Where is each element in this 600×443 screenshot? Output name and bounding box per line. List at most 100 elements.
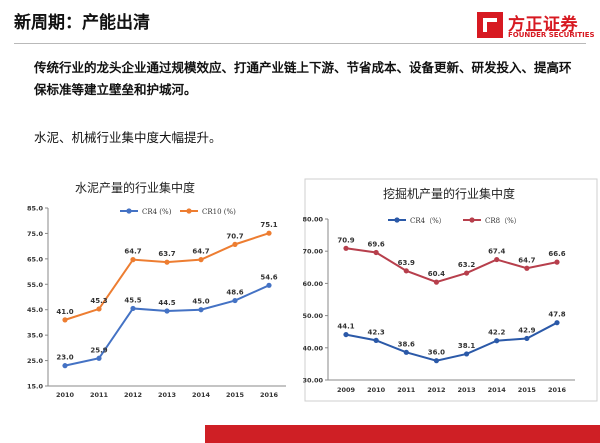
data-label: 44.1 [337,323,354,331]
data-point [130,305,136,312]
data-point [232,297,238,304]
data-point [96,306,102,312]
data-label: 63.9 [398,259,415,267]
data-point [524,335,530,342]
y-tick-label: 85.0 [27,205,44,213]
data-point [433,279,440,285]
data-label: 66.6 [548,250,565,258]
legend-marker [186,208,192,214]
data-label: 25.9 [90,346,107,354]
data-point [373,337,379,343]
data-point [433,358,440,364]
x-tick-label: 2013 [158,391,176,399]
slide-title: 新周期：产能出清 [14,13,150,33]
legend-marker [394,217,400,223]
y-tick-label: 70.00 [303,248,323,256]
excavator-concentration-chart: 挖掘机产量的行业集中度 30.00 40.00 50.00 60.00 70.00 80.0… [303,178,598,402]
data-label: 45.5 [124,296,141,304]
data-label: 63.2 [458,261,475,269]
legend-label: CR4 (%) [142,208,172,216]
y-tick-label: 30.00 [303,377,323,385]
chart-frame [304,178,598,402]
y-tick-label: 80.00 [303,216,323,224]
data-label: 45.3 [90,297,107,305]
y-tick-label: 75.0 [27,230,44,238]
data-label: 63.7 [158,250,175,258]
data-point [554,259,560,265]
data-label: 67.4 [488,248,505,256]
data-point [198,257,204,263]
data-point [164,308,170,314]
summary-paragraph: 传统行业的龙头企业通过规模效应、打通产业链上下游、节省成本、设备更新、研发投入、… [34,60,572,97]
x-tick-label: 2010 [56,391,75,399]
x-tick-label: 2011 [397,386,416,394]
x-tick-label: 2016 [548,386,567,394]
data-label: 47.8 [548,311,565,319]
data-label: 60.4 [428,270,445,278]
data-label: 48.6 [226,289,243,297]
data-point [164,259,170,265]
data-point [198,307,204,313]
data-point [343,245,349,251]
data-label: 75.1 [260,221,277,229]
legend-label: CR8（%） [485,217,521,225]
x-tick-label: 2015 [226,391,245,399]
title-divider [14,43,586,44]
data-label: 42.9 [518,326,535,334]
data-point [62,317,68,323]
data-label: 45.0 [192,298,209,306]
data-point [373,249,379,256]
data-point [232,241,238,247]
x-tick-label: 2012 [427,386,445,394]
series-line [345,247,558,284]
x-tick-label: 2011 [90,391,109,399]
y-tick-label: 60.00 [303,280,323,288]
data-point [130,257,136,263]
y-tick-label: 35.0 [27,332,44,340]
logo-subtitle: FOUNDER SECURITIES [508,31,595,39]
data-point [494,256,500,263]
logo-name: 方正证券 [508,15,578,35]
data-label: 64.7 [124,248,141,256]
data-point [96,355,102,361]
chart-title: 挖掘机产量的行业集中度 [383,186,515,201]
data-point [463,270,470,276]
x-tick-label: 2016 [260,391,279,399]
data-point [494,338,500,344]
logo-mark-icon [477,12,503,38]
concentration-note: 水泥、机械行业集中度大幅提升。 [34,130,222,145]
data-label: 41.0 [56,308,73,316]
y-tick-label: 25.0 [27,357,44,365]
data-label: 38.1 [458,342,475,350]
data-label: 70.9 [337,236,354,244]
series-line [345,321,558,362]
y-tick-label: 45.0 [27,306,44,314]
data-label: 38.6 [398,340,415,348]
legend-label: CR10 (%) [202,208,236,216]
legend-marker [126,208,132,214]
data-label: 36.0 [428,349,445,357]
y-tick-label: 40.00 [303,344,323,352]
data-label: 42.2 [488,329,505,337]
data-label: 42.3 [368,328,385,336]
data-point [403,349,409,355]
data-label: 70.7 [226,232,243,240]
data-label: 69.6 [368,240,385,248]
data-point [62,363,68,369]
x-tick-label: 2015 [518,386,537,394]
legend-label: CR4（%） [410,217,446,225]
data-label: 64.7 [192,248,209,256]
y-tick-label: 55.0 [27,281,44,289]
data-point [403,268,409,274]
y-tick-label: 65.0 [27,255,44,263]
data-label: 64.7 [518,256,535,264]
data-label: 23.0 [56,354,73,362]
data-point [343,331,349,338]
data-label: 54.6 [260,273,277,281]
data-point [554,320,560,326]
data-point [266,230,272,236]
x-tick-label: 2014 [192,391,211,399]
x-tick-label: 2014 [488,386,507,394]
cement-concentration-chart: 水泥产量的行业集中度 15.0 25.0 35.0 45.0 55.0 65.0 75.0 85… [27,180,286,399]
chart-title: 水泥产量的行业集中度 [75,180,195,195]
